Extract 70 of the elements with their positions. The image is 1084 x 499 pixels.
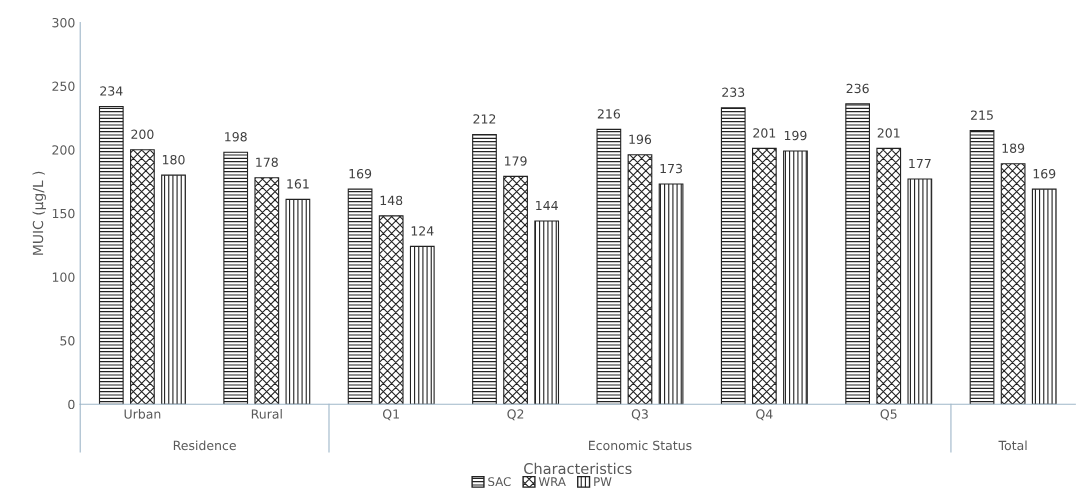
data-label: 201 [753, 128, 776, 138]
bar [596, 128, 622, 405]
bar [223, 151, 249, 405]
bar [161, 174, 186, 405]
bar [472, 133, 497, 405]
data-label: 233 [722, 87, 745, 97]
data-label: 144 [536, 200, 558, 211]
bar [783, 150, 808, 405]
bar [503, 175, 528, 405]
data-label: 161 [287, 179, 309, 189]
text: Total [998, 440, 1027, 451]
data-label: 198 [225, 132, 247, 142]
x-tick-label: Q1 [382, 409, 399, 421]
x-tick-label: Urban [124, 409, 161, 419]
y-tick-label: 150 [52, 208, 75, 219]
bar [130, 149, 155, 405]
data-label: 200 [131, 129, 154, 139]
bar [409, 245, 435, 405]
data-label: 212 [473, 114, 496, 124]
data-label: 169 [349, 168, 372, 179]
data-label: 169 [1033, 168, 1056, 179]
data-label: 201 [877, 128, 900, 138]
y-tick-label: 50 [60, 336, 75, 346]
x-axis-title: Characteristics [524, 462, 632, 475]
y-tick-label: 250 [52, 81, 75, 91]
bar [876, 147, 902, 405]
data-label: 177 [909, 158, 931, 169]
x-tick-label: Q2 [507, 409, 524, 421]
legend-label: SAC [488, 477, 511, 487]
data-label: 199 [784, 130, 807, 141]
y-tick-label: 0 [68, 399, 75, 410]
bar [378, 215, 404, 405]
data-label: 148 [380, 195, 403, 206]
data-label: 234 [100, 86, 123, 96]
bar [285, 198, 311, 405]
y-tick-label: 300 [52, 17, 75, 28]
data-label: 236 [846, 83, 869, 94]
data-label: 124 [411, 226, 434, 236]
bar [1031, 188, 1057, 405]
bar [347, 188, 373, 405]
y-tick-label: 200 [52, 145, 75, 155]
bar [845, 103, 871, 405]
data-label: 216 [597, 109, 621, 119]
y-axis-title: MUIC (µg/L ) [32, 171, 46, 255]
text: Economic Status [589, 440, 692, 451]
x-tick-label: Q4 [756, 409, 773, 421]
x-tick-label: Rural [251, 409, 282, 419]
x-tick-label: Q3 [631, 409, 648, 421]
legend-label: PW [594, 477, 612, 486]
bar [751, 147, 777, 405]
data-label: 189 [1002, 143, 1025, 153]
data-label: 179 [505, 156, 527, 166]
data-label: 215 [971, 110, 993, 120]
y-tick-label: 100 [52, 272, 75, 282]
bar [627, 154, 653, 405]
x-tick-label: Q5 [880, 409, 897, 421]
bar [254, 177, 280, 405]
legend-label: WRA [538, 477, 566, 486]
text: Residence [173, 440, 236, 451]
bar [969, 130, 995, 405]
bar [907, 178, 933, 405]
bar [720, 107, 746, 405]
data-label: 180 [162, 154, 185, 165]
bar [658, 183, 684, 405]
bar [1000, 163, 1026, 405]
data-label: 196 [629, 134, 652, 145]
data-label: 173 [660, 163, 682, 174]
bar [98, 105, 124, 405]
bar [534, 220, 560, 405]
data-label: 178 [256, 157, 278, 167]
